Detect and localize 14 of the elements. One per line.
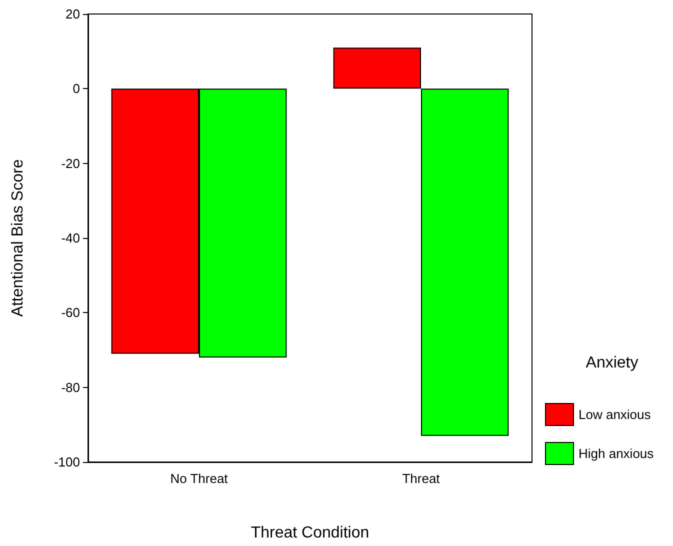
y-tick-label: 20 (66, 6, 80, 22)
legend-title: Anxiety (586, 354, 638, 372)
y-tick-label: -100 (54, 454, 80, 470)
y-tick-label: -40 (61, 230, 80, 246)
y-tick-label: -80 (61, 380, 80, 395)
legend-label: High anxious (578, 446, 654, 461)
y-tick-label: -60 (61, 305, 80, 320)
x-axis-title: Threat Condition (250, 524, 370, 542)
y-tick-label: 0 (72, 81, 80, 96)
y-axis-title: Attentional Bias Score (10, 159, 26, 317)
y-tick-label: -20 (61, 156, 80, 171)
legend-label: Low anxious (578, 407, 652, 422)
x-tick-label: Threat (402, 471, 440, 486)
x-tick-label: No Threat (170, 471, 228, 486)
